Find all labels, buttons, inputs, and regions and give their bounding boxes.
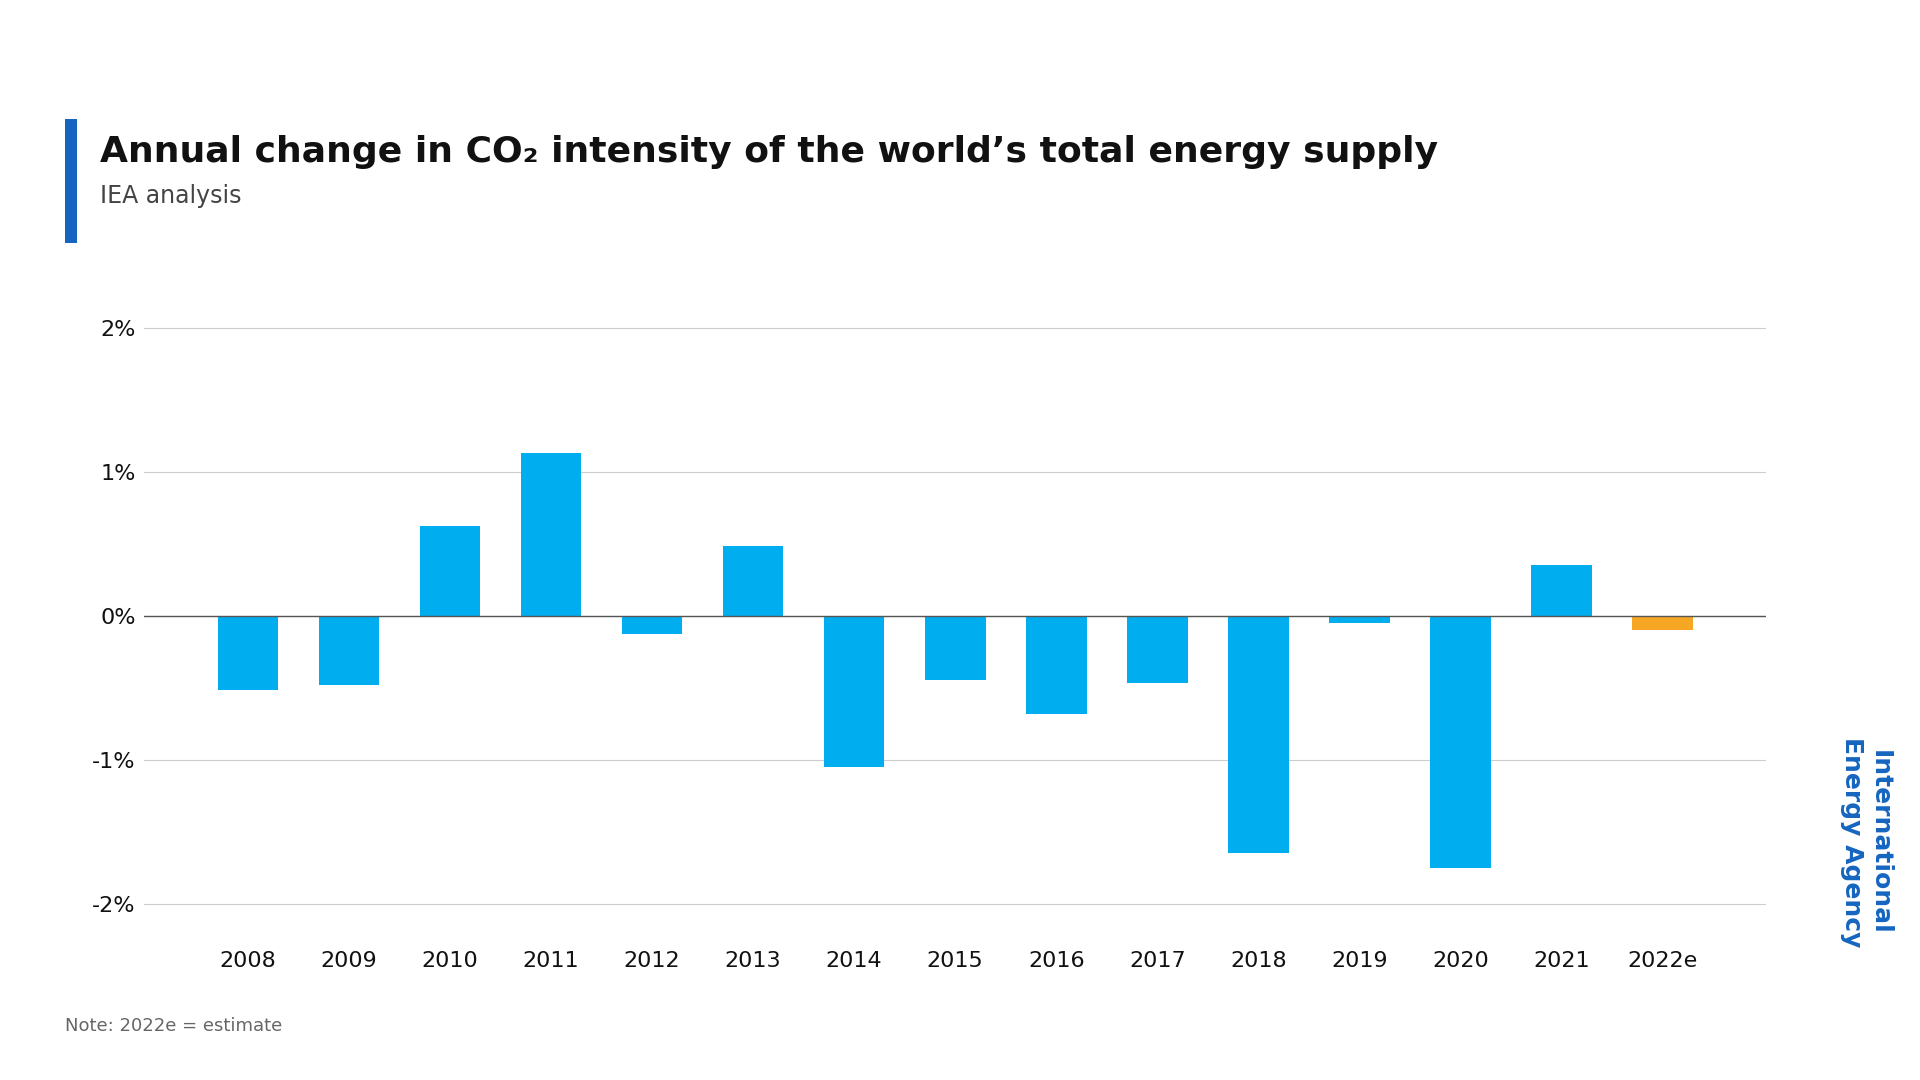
Bar [1025, 616, 1087, 714]
Bar [319, 616, 380, 685]
Bar [420, 526, 480, 616]
Bar [1127, 616, 1188, 684]
Bar [1229, 616, 1288, 853]
Bar [217, 616, 278, 690]
Text: IEA analysis: IEA analysis [100, 184, 242, 207]
Bar [1530, 565, 1592, 616]
Bar [824, 616, 885, 767]
Bar [622, 616, 682, 634]
Text: Note: 2022e = estimate: Note: 2022e = estimate [65, 1016, 282, 1035]
Bar [1430, 616, 1490, 867]
Bar [722, 546, 783, 616]
Bar [1632, 616, 1693, 630]
Bar [925, 616, 985, 680]
Bar [1329, 616, 1390, 623]
Text: International
Energy Agency: International Energy Agency [1841, 738, 1891, 947]
Bar [520, 453, 582, 616]
Text: Annual change in CO₂ intensity of the world’s total energy supply: Annual change in CO₂ intensity of the wo… [100, 135, 1438, 168]
